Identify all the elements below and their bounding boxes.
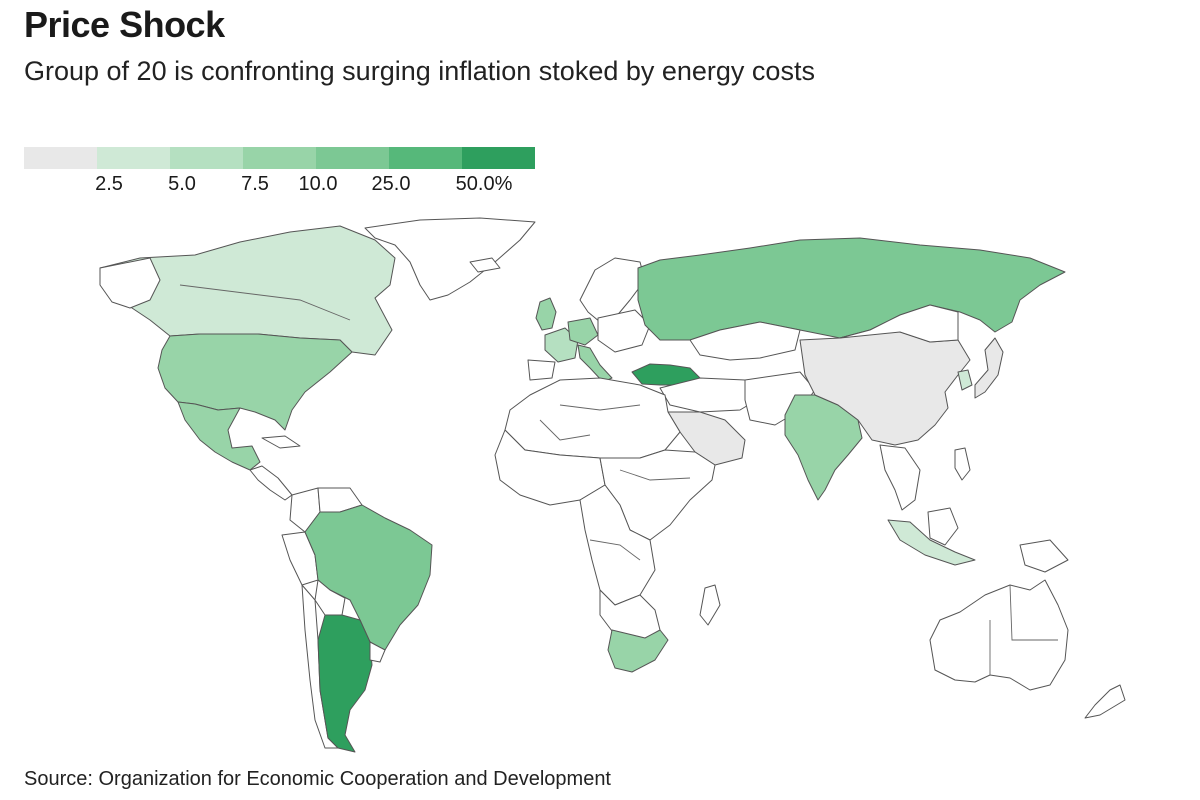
legend-swatch	[462, 147, 535, 169]
country-russia	[637, 237, 1066, 341]
chart-title: Price Shock	[24, 4, 225, 45]
country-southeast-asia	[879, 444, 921, 511]
country-japan	[974, 337, 1004, 399]
country-south-korea	[957, 369, 973, 391]
legend-tick-label: 10.0	[298, 173, 338, 195]
country-central-america	[249, 465, 293, 501]
border-line	[179, 284, 351, 321]
legend-ticks: 2.5 5.0 7.5 10.0 25.0 50.0%	[24, 169, 544, 199]
world-map	[0, 205, 1200, 760]
country-eastern-europe	[597, 309, 651, 353]
legend-swatch	[389, 147, 462, 169]
legend-swatch	[243, 147, 316, 169]
country-kazakhstan	[689, 321, 801, 361]
country-new-guinea	[1019, 539, 1069, 573]
country-alaska	[99, 257, 161, 309]
legend-tick-label: 7.5	[241, 173, 269, 195]
country-argentina	[317, 614, 373, 753]
legend-swatch	[97, 147, 170, 169]
legend-swatch	[24, 147, 97, 169]
country-uruguay	[369, 641, 386, 663]
country-mexico	[177, 401, 261, 471]
country-philippines	[954, 447, 971, 481]
legend-tick-label: 2.5	[95, 173, 123, 195]
country-iceland	[469, 257, 501, 273]
country-united-states	[157, 333, 353, 431]
chart-subtitle: Group of 20 is confronting surging infla…	[24, 56, 815, 86]
source-note: Source: Organization for Economic Cooper…	[24, 768, 611, 790]
world-map-svg	[99, 217, 1126, 753]
country-borneo	[927, 507, 959, 546]
border-line	[539, 419, 591, 441]
border-line	[559, 404, 641, 411]
country-brazil	[304, 504, 433, 651]
country-cuba	[261, 435, 301, 449]
legend-tick-label: 50.0%	[455, 173, 513, 195]
country-south-africa	[607, 629, 669, 673]
border-line	[589, 539, 641, 561]
country-italy	[577, 344, 613, 383]
legend-bar	[24, 147, 544, 169]
legend-swatch	[316, 147, 389, 169]
country-australia	[929, 579, 1069, 691]
country-saudi-arabia	[667, 411, 746, 466]
legend-swatch	[170, 147, 243, 169]
border-line	[619, 469, 691, 481]
color-legend: 2.5 5.0 7.5 10.0 25.0 50.0%	[24, 147, 544, 199]
country-madagascar	[699, 584, 721, 626]
border-line	[1009, 584, 1058, 641]
country-new-zealand	[1084, 684, 1126, 719]
country-greenland	[364, 217, 536, 301]
country-germany	[567, 317, 599, 346]
country-indonesia	[887, 519, 976, 566]
country-spain	[527, 359, 556, 381]
country-united-kingdom	[535, 297, 557, 331]
country-canada	[99, 225, 396, 356]
legend-tick-label: 25.0	[371, 173, 411, 195]
country-north-africa	[504, 377, 681, 459]
legend-tick-label: 5.0	[168, 173, 196, 195]
country-mongolia	[839, 304, 959, 343]
